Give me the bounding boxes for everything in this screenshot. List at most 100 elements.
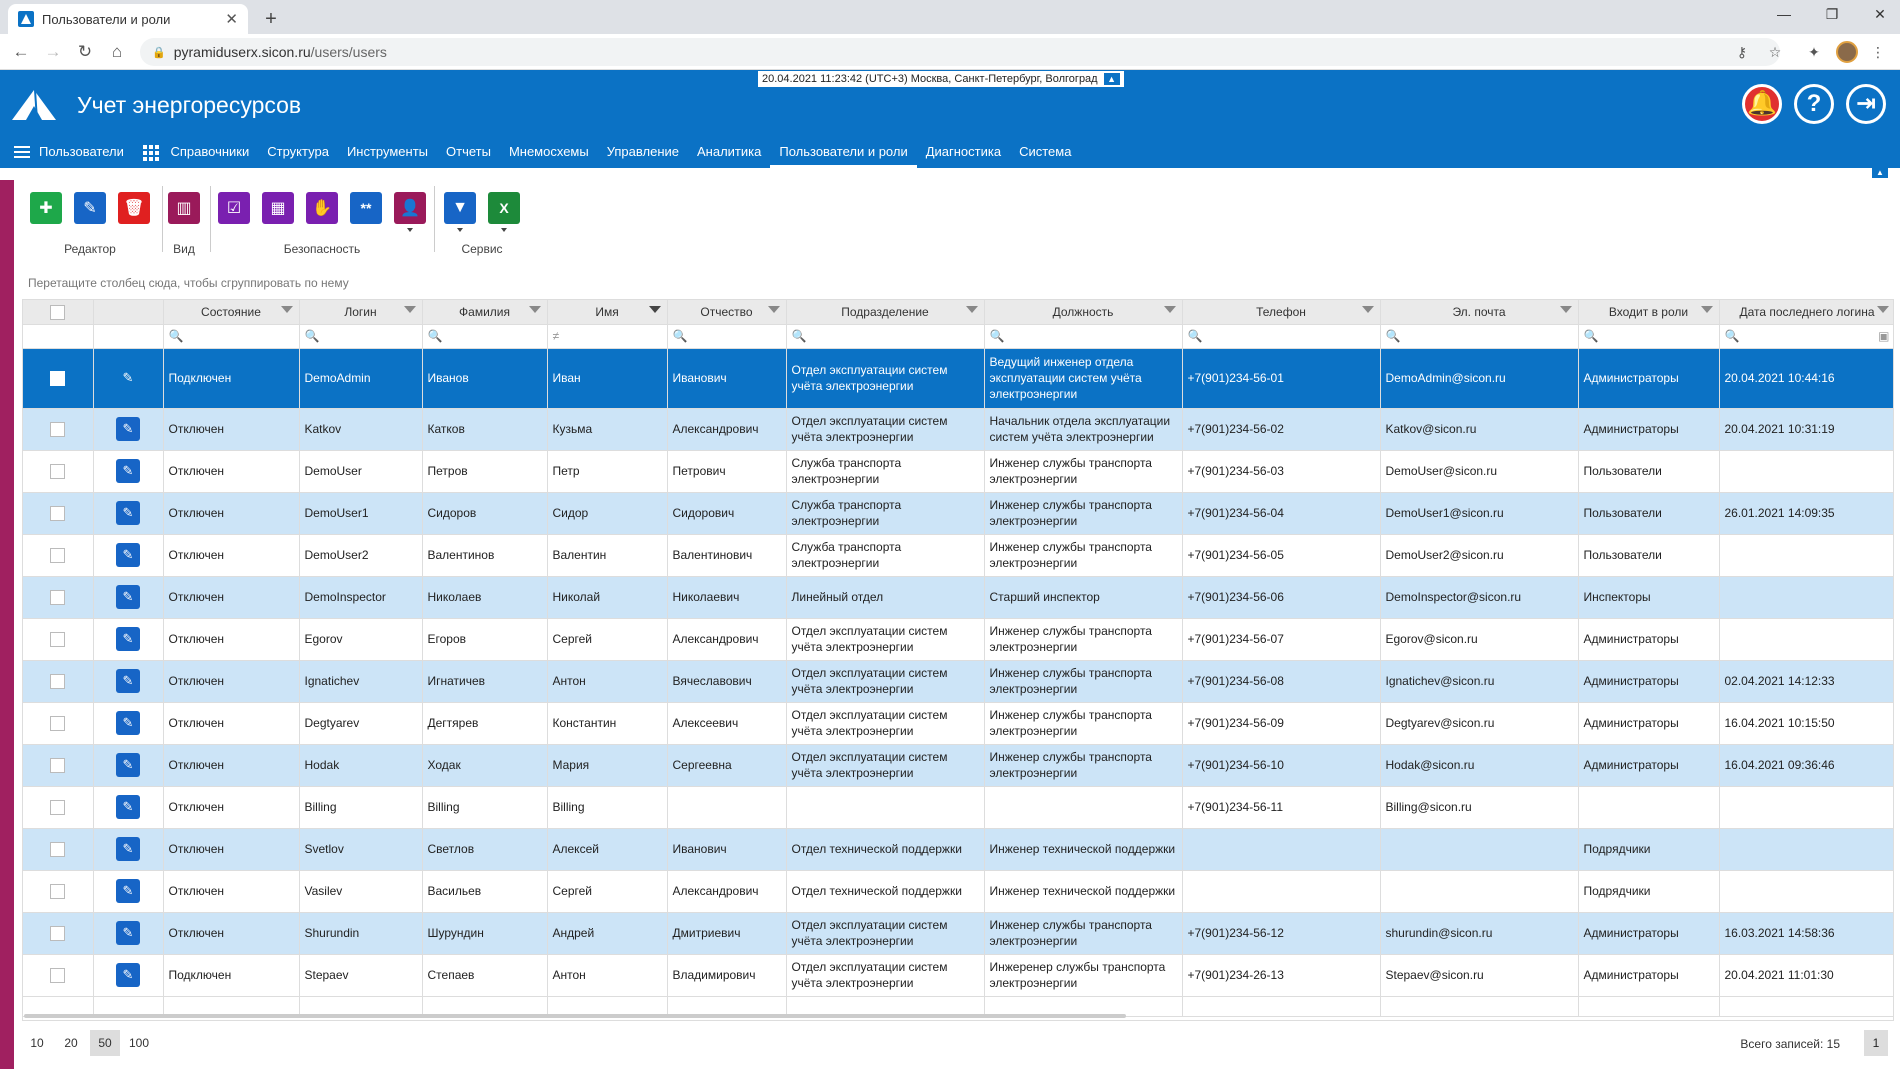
filter-login-input[interactable]: 🔍 [299, 324, 423, 349]
select-all-checkbox[interactable] [50, 304, 66, 320]
col-header-login[interactable]: Логин [299, 300, 423, 325]
add-user-button[interactable]: ✚ [30, 192, 62, 224]
filter-middlename-input[interactable]: 🔍 [667, 324, 787, 349]
profile-avatar[interactable] [1836, 41, 1858, 63]
row-select-cell[interactable] [23, 618, 94, 661]
browser-tab[interactable]: Пользователи и роли ✕ [8, 4, 248, 34]
row-checkbox[interactable] [50, 884, 66, 900]
row-edit-cell[interactable]: ✎ [93, 492, 164, 535]
row-edit-cell[interactable]: ✎ [93, 534, 164, 577]
notifications-bell-icon[interactable]: 🔔 [1742, 84, 1782, 124]
row-select-cell[interactable] [23, 576, 94, 619]
row-select-cell[interactable] [23, 954, 94, 997]
page-size-20[interactable]: 20 [64, 1036, 78, 1050]
row-checkbox[interactable] [50, 716, 66, 732]
columns-view-button[interactable]: ▥ [168, 192, 200, 224]
row-edit-cell[interactable]: ✎ [93, 870, 164, 913]
horizontal-scrollbar[interactable] [24, 1014, 1126, 1018]
edit-pencil-icon[interactable]: ✎ [116, 501, 140, 525]
edit-pencil-icon[interactable]: ✎ [116, 585, 140, 609]
filter-department-input[interactable]: 🔍 [786, 324, 985, 349]
page-size-10[interactable]: 10 [30, 1036, 44, 1050]
key-icon[interactable]: ⚷ [1736, 44, 1748, 60]
row-edit-cell[interactable]: ✎ [93, 828, 164, 871]
hamburger-menu-icon[interactable] [0, 136, 30, 168]
edit-pencil-icon[interactable]: ✎ [116, 753, 140, 777]
edit-pencil-icon[interactable]: ✎ [116, 543, 140, 567]
edit-pencil-icon[interactable]: ✎ [116, 627, 140, 651]
user-card-dropdown-icon[interactable] [407, 228, 413, 232]
table-row[interactable]: ✎ Отключен Katkov Катков Кузьма Александрович… [23, 408, 1893, 451]
page-1-button[interactable]: 1 [1864, 1030, 1888, 1056]
row-select-cell[interactable] [23, 702, 94, 745]
close-window-button[interactable]: ✕ [1874, 6, 1886, 22]
excel-dropdown-icon[interactable] [501, 228, 507, 232]
row-edit-cell[interactable]: ✎ [93, 744, 164, 787]
row-select-cell[interactable] [23, 492, 94, 535]
table-row[interactable]: ✎ Отключен DemoUser2 Валентинов Валентин Вале… [23, 534, 1893, 577]
row-checkbox[interactable] [50, 548, 66, 564]
table-row[interactable]: ✎ Отключен Degtyarev Дегтярев Константин Алек… [23, 702, 1893, 745]
calendar-icon[interactable]: ▣ [1878, 329, 1890, 343]
filter-icon[interactable] [1876, 306, 1889, 313]
filter-email-input[interactable]: 🔍 [1380, 324, 1579, 349]
menu-structure[interactable]: Структура [267, 144, 329, 159]
block-hand-button[interactable]: ✋ [306, 192, 338, 224]
row-edit-cell[interactable]: ✎ [93, 348, 164, 409]
table-row[interactable]: ✎ Отключен DemoUser1 Сидоров Сидор Сидорович С… [23, 492, 1893, 535]
row-edit-cell[interactable]: ✎ [93, 618, 164, 661]
row-edit-cell[interactable]: ✎ [93, 660, 164, 703]
table-row[interactable]: ✎ Отключен Vasilev Васильев Сергей Александро… [23, 870, 1893, 913]
filter-icon[interactable] [528, 306, 541, 313]
row-select-cell[interactable] [23, 786, 94, 829]
home-icon[interactable]: ⌂ [111, 42, 123, 61]
col-header-lastname[interactable]: Фамилия [422, 300, 548, 325]
table-row[interactable]: ✎ Отключен Shurundin Шурундин Андрей Дмитриев… [23, 912, 1893, 955]
filter-icon[interactable] [1559, 306, 1572, 313]
filter-position-input[interactable]: 🔍 [984, 324, 1183, 349]
menu-tools[interactable]: Инструменты [346, 144, 428, 159]
browser-menu-icon[interactable]: ⋮ [1871, 44, 1885, 60]
forward-arrow-icon[interactable]: → [44, 42, 62, 61]
menu-system[interactable]: Система [1019, 144, 1072, 159]
password-button[interactable]: ** [350, 192, 382, 224]
row-edit-cell[interactable]: ✎ [93, 450, 164, 493]
menu-directories[interactable]: Справочники [133, 136, 258, 168]
menu-control[interactable]: Управление [606, 144, 679, 159]
col-header-roles[interactable]: Входит в роли [1578, 300, 1720, 325]
filter-lastname-input[interactable]: 🔍 [422, 324, 548, 349]
row-select-cell[interactable] [23, 870, 94, 913]
row-select-cell[interactable] [23, 912, 94, 955]
row-checkbox[interactable] [50, 422, 66, 438]
close-tab-icon[interactable]: ✕ [225, 11, 238, 28]
col-header-firstname[interactable]: Имя [547, 300, 668, 325]
menu-users[interactable]: Пользователи [39, 144, 124, 159]
col-header-department[interactable]: Подразделение [786, 300, 985, 325]
permissions-check-button[interactable]: ☑ [218, 192, 250, 224]
table-row[interactable]: ✎ Отключен DemoUser Петров Петр Петрович Служб… [23, 450, 1893, 493]
menu-reports[interactable]: Отчеты [446, 144, 491, 159]
edit-pencil-icon[interactable]: ✎ [116, 459, 140, 483]
edit-pencil-icon[interactable]: ✎ [116, 879, 140, 903]
row-select-cell[interactable] [23, 408, 94, 451]
collapse-header-icon[interactable]: ▲ [1872, 168, 1888, 178]
col-header-lastlogin[interactable]: Дата последнего логина [1719, 300, 1893, 325]
filter-icon[interactable] [965, 306, 978, 313]
edit-pencil-icon[interactable]: ✎ [122, 370, 134, 385]
filter-state-input[interactable]: 🔍 [163, 324, 300, 349]
row-checkbox[interactable] [50, 632, 66, 648]
filter-button[interactable]: ▼ [444, 192, 476, 224]
menu-users-roles[interactable]: Пользователи и роли [770, 136, 918, 168]
row-select-cell[interactable] [23, 450, 94, 493]
row-edit-cell[interactable]: ✎ [93, 786, 164, 829]
row-checkbox[interactable] [50, 800, 66, 816]
col-header-state[interactable]: Состояние [163, 300, 300, 325]
row-select-cell[interactable] [23, 744, 94, 787]
table-row[interactable]: ✎ Подключен Stepaev Степаев Антон Владимирови… [23, 954, 1893, 997]
maximize-button[interactable]: ❐ [1825, 6, 1839, 22]
row-checkbox[interactable] [50, 758, 66, 774]
row-edit-cell[interactable]: ✎ [93, 912, 164, 955]
row-checkbox[interactable] [50, 674, 66, 690]
logout-runner-icon[interactable]: ⇥ [1846, 84, 1886, 124]
page-size-100[interactable]: 100 [128, 1036, 150, 1050]
